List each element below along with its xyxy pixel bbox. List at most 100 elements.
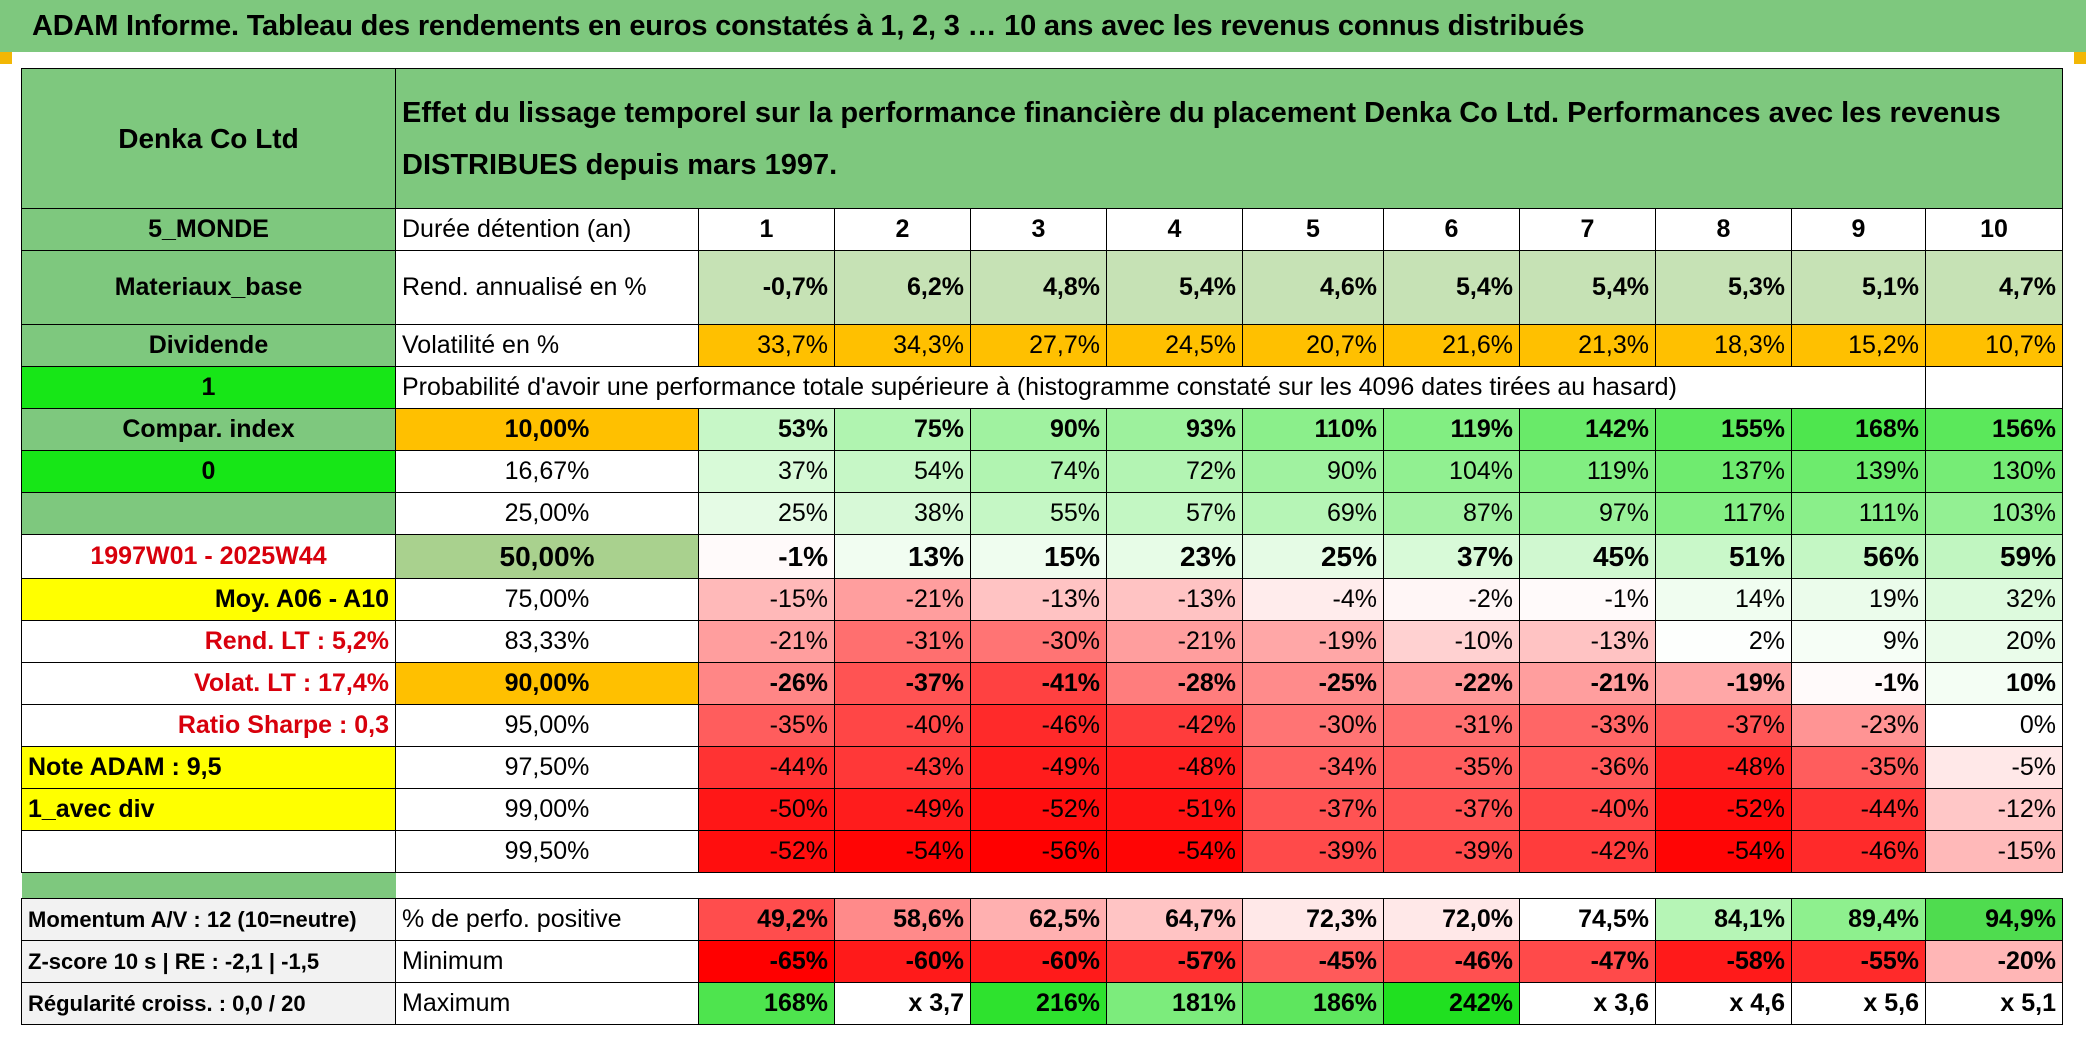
quantile-value-cell: 97%	[1519, 492, 1656, 535]
quantile-prob-cell: 50,00%	[395, 534, 699, 579]
quantile-value-cell: -22%	[1383, 662, 1520, 705]
quantile-value-cell: -13%	[970, 578, 1107, 621]
quantile-value-cell: 2%	[1655, 620, 1792, 663]
left-label-cell: 1997W01 - 2025W44	[21, 534, 396, 579]
rend-cell: 5,3%	[1655, 250, 1792, 325]
pos-cell: 72,3%	[1242, 898, 1384, 941]
pos-cell: 89,4%	[1791, 898, 1926, 941]
quantile-value-cell: 23%	[1106, 534, 1243, 579]
prob-label: Probabilité d'avoir une performance tota…	[395, 366, 1926, 409]
vol-cell: 20,7%	[1242, 324, 1384, 367]
quantile-value-cell: 59%	[1925, 534, 2063, 579]
quantile-row: Compar. index 10,00% 53% 75% 90% 93% 110% 119% 1…	[21, 408, 2063, 451]
quantile-value-cell: -40%	[834, 704, 971, 747]
separator-left	[21, 872, 396, 899]
quantile-row: Ratio Sharpe : 0,3 95,00% -35% -40% -46% -42%…	[21, 704, 2063, 747]
quantile-value-cell: -10%	[1383, 620, 1520, 663]
quantile-value-cell: 103%	[1925, 492, 2063, 535]
min-cell: -20%	[1925, 940, 2063, 983]
quantile-value-cell: -15%	[698, 578, 835, 621]
quantile-value-cell: 104%	[1383, 450, 1520, 493]
pos-cell: 62,5%	[970, 898, 1107, 941]
pos-label: % de perfo. positive	[395, 898, 699, 941]
quantile-value-cell: 90%	[970, 408, 1107, 451]
prob-row: 1 Probabilité d'avoir une performance tot…	[21, 366, 2063, 409]
quantile-row: Volat. LT : 17,4% 90,00% -26% -37% -41% -28% -…	[21, 662, 2063, 705]
max-cell: 242%	[1383, 982, 1520, 1025]
quantile-value-cell: -54%	[1655, 830, 1792, 873]
max-cell: x 3,7	[834, 982, 971, 1025]
quantile-value-cell: -41%	[970, 662, 1107, 705]
max-cell: x 5,1	[1925, 982, 2063, 1025]
min-cell: -46%	[1383, 940, 1520, 983]
pos-cell: 94,9%	[1925, 898, 2063, 941]
quantile-value-cell: -44%	[1791, 788, 1926, 831]
type-label: Dividende	[21, 324, 396, 367]
quantile-prob-cell: 97,50%	[395, 746, 699, 789]
quantile-value-cell: -37%	[1383, 788, 1520, 831]
momentum-label: Momentum A/V : 12 (10=neutre)	[21, 898, 396, 941]
quantile-value-cell: 168%	[1791, 408, 1926, 451]
quantile-prob-cell: 90,00%	[395, 662, 699, 705]
quantile-prob-cell: 99,00%	[395, 788, 699, 831]
quantile-row: Note ADAM : 9,5 97,50% -44% -43% -49% -48% -34…	[21, 746, 2063, 789]
durations-label: Durée détention (an)	[395, 208, 699, 251]
vol-cell: 18,3%	[1655, 324, 1792, 367]
left-label-cell: Rend. LT : 5,2%	[21, 620, 396, 663]
empty-cell	[1925, 366, 2063, 409]
max-cell: 186%	[1242, 982, 1384, 1025]
quantile-value-cell: -50%	[698, 788, 835, 831]
quantile-value-cell: 75%	[834, 408, 971, 451]
quantile-value-cell: -51%	[1106, 788, 1243, 831]
quantile-row: 1997W01 - 2025W44 50,00% -1% 13% 15% 23% 25% 37…	[21, 534, 2063, 579]
duration-cell: 10	[1925, 208, 2063, 251]
quantile-value-cell: 25%	[1242, 534, 1384, 579]
quantile-value-cell: 20%	[1925, 620, 2063, 663]
duration-cell: 9	[1791, 208, 1926, 251]
quantile-value-cell: -21%	[698, 620, 835, 663]
left-label-cell: 1_avec div	[21, 788, 396, 831]
quantile-value-cell: -42%	[1519, 830, 1656, 873]
duration-cell: 4	[1106, 208, 1243, 251]
corner-marker	[0, 52, 12, 64]
quantile-value-cell: -56%	[970, 830, 1107, 873]
min-cell: -65%	[698, 940, 835, 983]
quantile-value-cell: -35%	[1383, 746, 1520, 789]
flag-one-cell: 1	[21, 366, 396, 409]
description-cell: Effet du lissage temporel sur la perform…	[395, 68, 2063, 209]
duration-cell: 7	[1519, 208, 1656, 251]
quantile-value-cell: -23%	[1791, 704, 1926, 747]
min-row: Z-score 10 s | RE : -2,1 | -1,5 Minimum -6…	[21, 940, 2063, 983]
regularite-label: Régularité croiss. : 0,0 / 20	[21, 982, 396, 1025]
quantile-value-cell: -52%	[970, 788, 1107, 831]
quantile-row: 0 16,67% 37% 54% 74% 72% 90% 104% 119% 137% 139% 13…	[21, 450, 2063, 493]
separator-fill	[395, 872, 2063, 899]
quantile-value-cell: 119%	[1519, 450, 1656, 493]
quantile-value-cell: -40%	[1519, 788, 1656, 831]
quantile-value-cell: -37%	[1655, 704, 1792, 747]
quantile-value-cell: -31%	[834, 620, 971, 663]
rend-cell: -0,7%	[698, 250, 835, 325]
left-label-cell	[21, 830, 396, 873]
quantile-value-cell: -19%	[1242, 620, 1384, 663]
quantile-value-cell: 137%	[1655, 450, 1792, 493]
quantile-value-cell: -39%	[1242, 830, 1384, 873]
quantile-prob-cell: 83,33%	[395, 620, 699, 663]
corner-marker	[2074, 52, 2086, 64]
duration-cell: 3	[970, 208, 1107, 251]
quantile-prob-cell: 75,00%	[395, 578, 699, 621]
duration-cell: 8	[1655, 208, 1792, 251]
quantile-value-cell: -54%	[1106, 830, 1243, 873]
quantile-value-cell: -36%	[1519, 746, 1656, 789]
quantile-value-cell: -15%	[1925, 830, 2063, 873]
min-cell: -45%	[1242, 940, 1384, 983]
quantile-value-cell: 57%	[1106, 492, 1243, 535]
durations-row: 5_MONDE Durée détention (an) 1 2 3 4 5 6 7 8 9 10	[21, 208, 2063, 251]
quantile-value-cell: -43%	[834, 746, 971, 789]
quantile-value-cell: -52%	[1655, 788, 1792, 831]
quantile-prob-cell: 25,00%	[395, 492, 699, 535]
rend-cell: 5,4%	[1383, 250, 1520, 325]
quantile-row: Rend. LT : 5,2% 83,33% -21% -31% -30% -21% -19…	[21, 620, 2063, 663]
vol-cell: 21,6%	[1383, 324, 1520, 367]
quantile-prob-cell: 95,00%	[395, 704, 699, 747]
